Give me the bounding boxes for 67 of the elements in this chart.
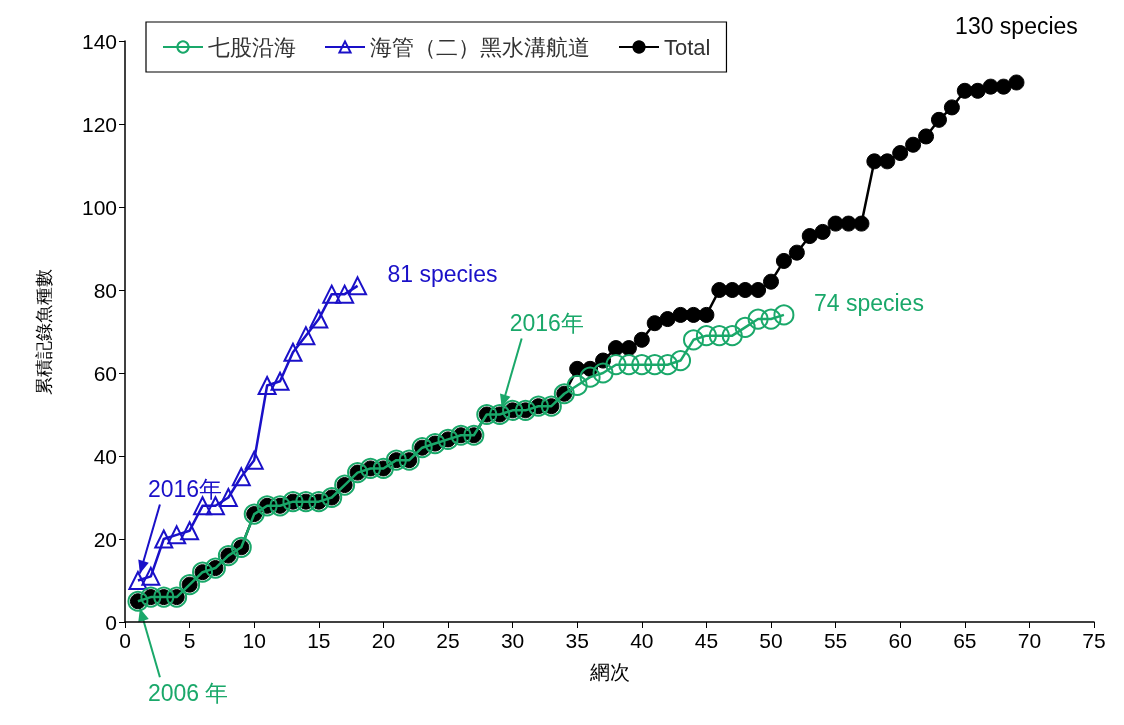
point — [270, 371, 290, 391]
x-tick-label: 45 — [694, 629, 719, 652]
legend-label: 七股沿海 — [208, 34, 296, 60]
point — [154, 529, 174, 549]
point — [657, 354, 679, 376]
point — [683, 329, 704, 351]
x-tick-label: 70 — [1017, 629, 1042, 652]
x-tick-label: 65 — [953, 629, 977, 652]
point — [734, 316, 756, 338]
point — [644, 354, 666, 376]
point — [773, 304, 795, 326]
point — [566, 374, 588, 396]
point — [760, 308, 782, 330]
annotation: 74 species — [813, 290, 924, 317]
point — [283, 342, 303, 362]
x-tick-label: 35 — [565, 629, 589, 652]
point — [167, 525, 187, 545]
x-tick-label: 60 — [888, 629, 912, 652]
point — [244, 450, 264, 470]
y-tick-label: 120 — [81, 112, 117, 136]
y-tick-label: 40 — [93, 444, 117, 468]
point — [721, 325, 743, 347]
x-tick-label: 10 — [242, 629, 266, 652]
x-tick-label: 40 — [630, 629, 654, 652]
x-tick-label: 5 — [183, 629, 196, 652]
point — [592, 362, 614, 384]
y-tick-label: 60 — [93, 361, 117, 385]
point — [180, 521, 200, 541]
y-tick-label: 0 — [105, 610, 117, 634]
y-tick-label: 100 — [81, 195, 117, 219]
x-tick-label: 75 — [1082, 629, 1106, 652]
x-tick-label: 25 — [436, 629, 460, 652]
annotation: 2016年 — [147, 476, 223, 502]
point — [141, 566, 161, 586]
point — [296, 326, 316, 346]
y-tick-label: 20 — [93, 527, 117, 551]
point — [670, 350, 692, 372]
x-tick-label: 30 — [500, 629, 525, 652]
point — [747, 308, 769, 330]
point — [335, 284, 355, 304]
y-tick-label: 140 — [81, 29, 117, 53]
annotation: 2016年 — [509, 310, 584, 336]
point — [309, 309, 329, 329]
x-tick-label: 15 — [307, 629, 331, 652]
annotation: 2006 年 — [147, 679, 229, 706]
y-axis-title: 累積記錄魚種數 — [34, 268, 54, 395]
point — [579, 366, 601, 388]
x-tick-label: 0 — [119, 629, 131, 652]
point — [605, 354, 627, 376]
point — [695, 325, 717, 347]
x-tick-label: 55 — [823, 629, 848, 652]
x-tick-label: 20 — [371, 629, 396, 652]
point — [322, 284, 342, 304]
legend-label: Total — [664, 34, 711, 60]
x-axis-title: 網次 — [588, 661, 630, 683]
point — [348, 276, 368, 296]
point — [128, 571, 148, 590]
point — [708, 325, 730, 347]
annotation: 81 species — [387, 261, 498, 288]
point — [231, 467, 251, 487]
point — [257, 375, 277, 395]
y-tick-label: 80 — [93, 278, 117, 302]
point — [618, 354, 640, 376]
point — [631, 354, 653, 376]
x-tick-label: 50 — [759, 629, 783, 652]
annotation: 130 species — [955, 13, 1078, 39]
legend-label: 海管（二）黑水溝航道 — [370, 34, 590, 60]
